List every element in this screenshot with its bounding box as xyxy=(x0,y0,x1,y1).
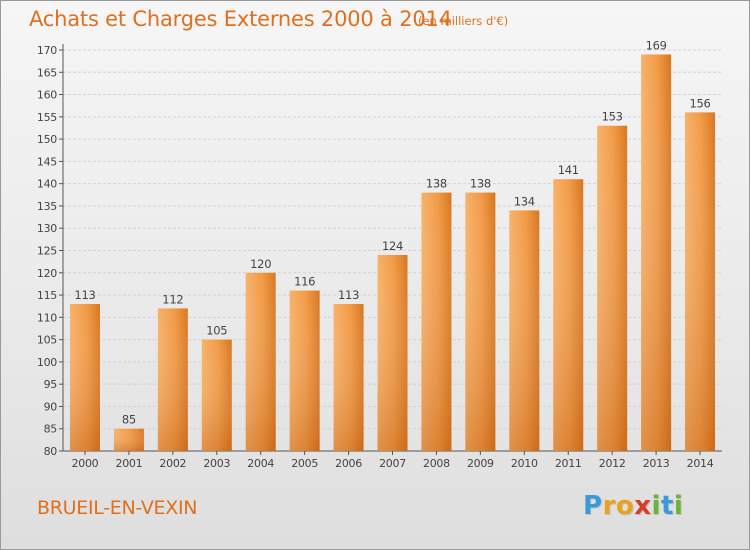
bar-shade xyxy=(289,290,320,451)
bar-shade xyxy=(421,192,452,452)
y-tick-label: 170 xyxy=(37,44,57,57)
y-tick-label: 155 xyxy=(37,111,57,124)
x-tick-label: 2014 xyxy=(687,457,714,470)
y-tick-label: 100 xyxy=(37,356,57,369)
y-tick-label: 130 xyxy=(37,222,57,235)
logo-letter: r xyxy=(602,491,616,521)
data-label: 124 xyxy=(382,239,403,253)
data-label: 153 xyxy=(602,110,623,124)
location-label: BRUEIL-EN-VEXIN xyxy=(37,497,198,519)
bars xyxy=(69,54,716,452)
data-label: 134 xyxy=(514,194,535,208)
y-tick-label: 110 xyxy=(37,311,57,324)
data-label: 113 xyxy=(74,288,95,302)
bar-shade xyxy=(333,303,364,451)
y-tick-label: 90 xyxy=(44,400,58,413)
y-tick-label: 150 xyxy=(37,133,57,146)
bar-shade xyxy=(597,125,628,451)
x-tick-label: 2003 xyxy=(203,457,230,470)
y-tick-label: 140 xyxy=(37,178,57,191)
x-tick-label: 2005 xyxy=(291,457,318,470)
data-label: 116 xyxy=(294,275,315,289)
x-tick-label: 2010 xyxy=(511,457,538,470)
x-tick-label: 2011 xyxy=(555,457,582,470)
x-tick-label: 2007 xyxy=(379,457,406,470)
y-tick-label: 165 xyxy=(37,66,57,79)
chart-subtitle: (en milliers d'€) xyxy=(418,14,509,28)
x-tick-label: 2009 xyxy=(467,457,494,470)
data-labels: 113 85 112 105 120 116 113 124 138 138 134 141 153 16… xyxy=(74,38,710,426)
data-label: 138 xyxy=(426,177,447,191)
data-label: 120 xyxy=(250,257,271,271)
y-tick-label: 105 xyxy=(37,334,57,347)
y-tick-label: 120 xyxy=(37,267,57,280)
x-tick-label: 2002 xyxy=(159,457,186,470)
y-tick-label: 85 xyxy=(44,423,58,436)
bar-shade xyxy=(465,192,496,452)
logo-letter: x xyxy=(634,491,652,521)
bar-shade xyxy=(641,54,672,451)
y-tick-label: 80 xyxy=(44,445,58,458)
bar-shade xyxy=(245,272,276,451)
y-tick-label: 145 xyxy=(37,155,57,168)
data-label: 156 xyxy=(690,96,711,110)
data-label: 112 xyxy=(162,292,183,306)
data-label: 169 xyxy=(646,38,667,52)
bar-shade xyxy=(685,112,716,451)
bar-shade xyxy=(113,428,144,451)
chart-title: Achats et Charges Externes 2000 à 2014 xyxy=(29,7,452,31)
y-tick-label: 125 xyxy=(37,245,57,258)
x-tick-label: 2004 xyxy=(247,457,274,470)
logo-letter: o xyxy=(615,491,635,521)
bar-shade xyxy=(553,179,584,451)
x-tick-label: 2006 xyxy=(335,457,362,470)
axes: 80 85 90 95 100 105 110 115 120 125 130 135 140 145 15… xyxy=(37,44,722,470)
bar-shade xyxy=(157,308,188,451)
data-label: 138 xyxy=(470,177,491,191)
y-tick-label: 135 xyxy=(37,200,57,213)
data-label: 85 xyxy=(122,413,136,427)
x-tick-label: 2000 xyxy=(72,457,99,470)
proxiti-logo: Proxiti xyxy=(583,491,683,521)
logo-letter: i xyxy=(673,491,684,521)
x-tick-label: 2008 xyxy=(423,457,450,470)
y-tick-label: 115 xyxy=(37,289,57,302)
bar-shade xyxy=(509,210,540,451)
logo-letter: t xyxy=(660,491,674,521)
x-tick-label: 2012 xyxy=(599,457,626,470)
bar-shade xyxy=(377,254,408,451)
bar-shade xyxy=(69,303,100,451)
x-tick-label: 2013 xyxy=(643,457,670,470)
bar-shade xyxy=(201,339,232,451)
logo-letter: i xyxy=(651,491,661,521)
logo-letter: P xyxy=(583,491,603,521)
data-label: 141 xyxy=(558,163,579,177)
x-tick-label: 2001 xyxy=(116,457,143,470)
data-label: 113 xyxy=(338,288,359,302)
data-label: 105 xyxy=(206,324,227,338)
y-tick-label: 160 xyxy=(37,89,57,102)
y-tick-label: 95 xyxy=(44,378,58,391)
